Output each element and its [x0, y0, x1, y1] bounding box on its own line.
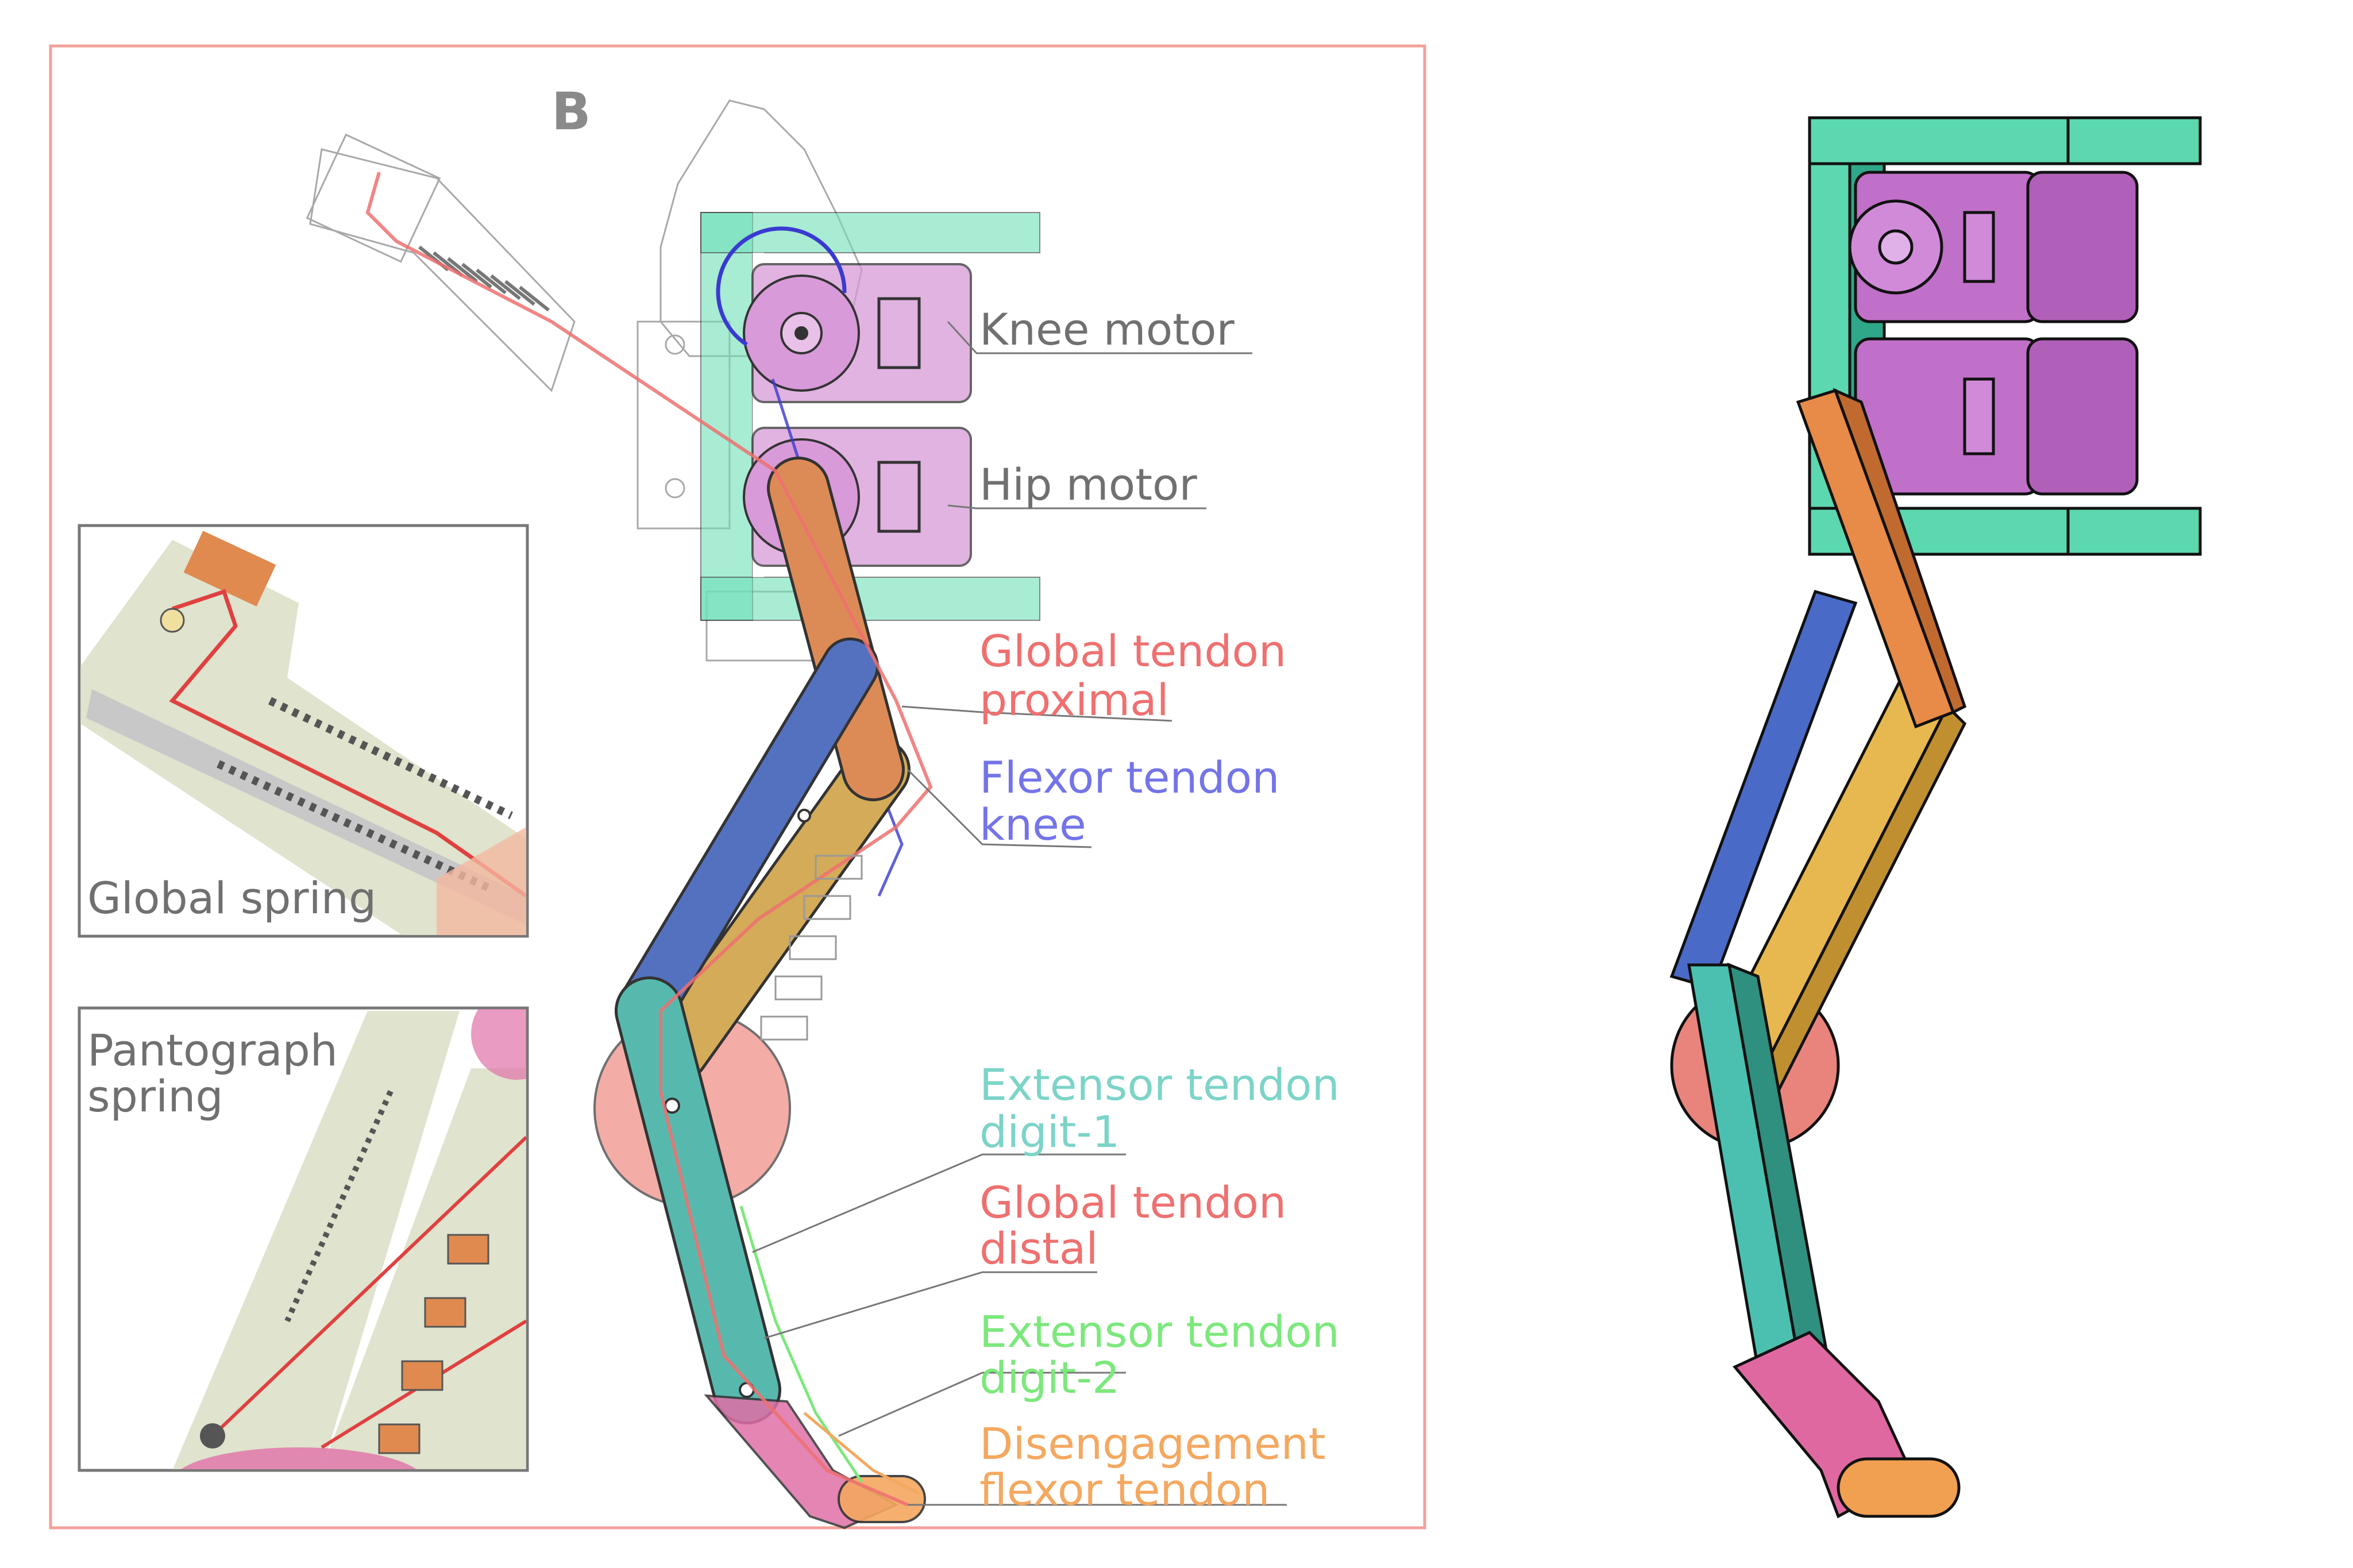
inset-pantograph-spring: Pantograph spring	[78, 1006, 529, 1472]
label-hip-motor: Hip motor	[979, 459, 1197, 510]
global-spring-coil	[418, 245, 550, 312]
render-hip-motor	[1854, 337, 2139, 496]
label-disengagement-1: Disengagement	[979, 1418, 1326, 1469]
label-knee-motor: Knee motor	[979, 304, 1235, 355]
label-disengagement-2: flexor tendon	[979, 1464, 1270, 1515]
inset-pantograph-label-2: spring	[87, 1071, 223, 1122]
panel-letter: B	[551, 82, 591, 142]
label-global-tendon-distal-2: distal	[979, 1223, 1098, 1274]
inset-global-spring: Global spring	[78, 524, 529, 938]
label-global-tendon-proximal-2: proximal	[979, 674, 1169, 725]
panel-b-frame	[49, 44, 1426, 1530]
motor-bracket-left	[700, 212, 1040, 621]
render-knee-motor	[1848, 171, 2139, 323]
label-flexor-tendon-knee-1: Flexor tendon	[979, 752, 1279, 803]
extensor-digit2-line	[739, 1206, 863, 1483]
render-3d	[1669, 116, 2202, 1519]
label-global-tendon-proximal-1: Global tendon	[979, 625, 1286, 677]
label-extensor-digit2-1: Extensor tendon	[979, 1306, 1340, 1357]
label-extensor-digit1-1: Extensor tendon	[979, 1059, 1340, 1110]
label-extensor-digit1-2: digit-1	[979, 1106, 1120, 1157]
global-tendon-line	[365, 172, 933, 1507]
label-extensor-digit2-2: digit-2	[979, 1352, 1120, 1403]
label-flexor-tendon-knee-2: knee	[979, 799, 1086, 850]
pantograph-ghost	[760, 855, 863, 1041]
leader-lines	[752, 320, 1287, 1506]
disengagement-line	[803, 1412, 920, 1495]
inset-pantograph-label-1: Pantograph	[87, 1025, 338, 1076]
inset-global-spring-label: Global spring	[87, 872, 376, 924]
leg-linkage-left	[593, 457, 926, 1530]
knee-motor-drawing	[716, 226, 972, 403]
label-global-tendon-distal-1: Global tendon	[979, 1177, 1286, 1228]
